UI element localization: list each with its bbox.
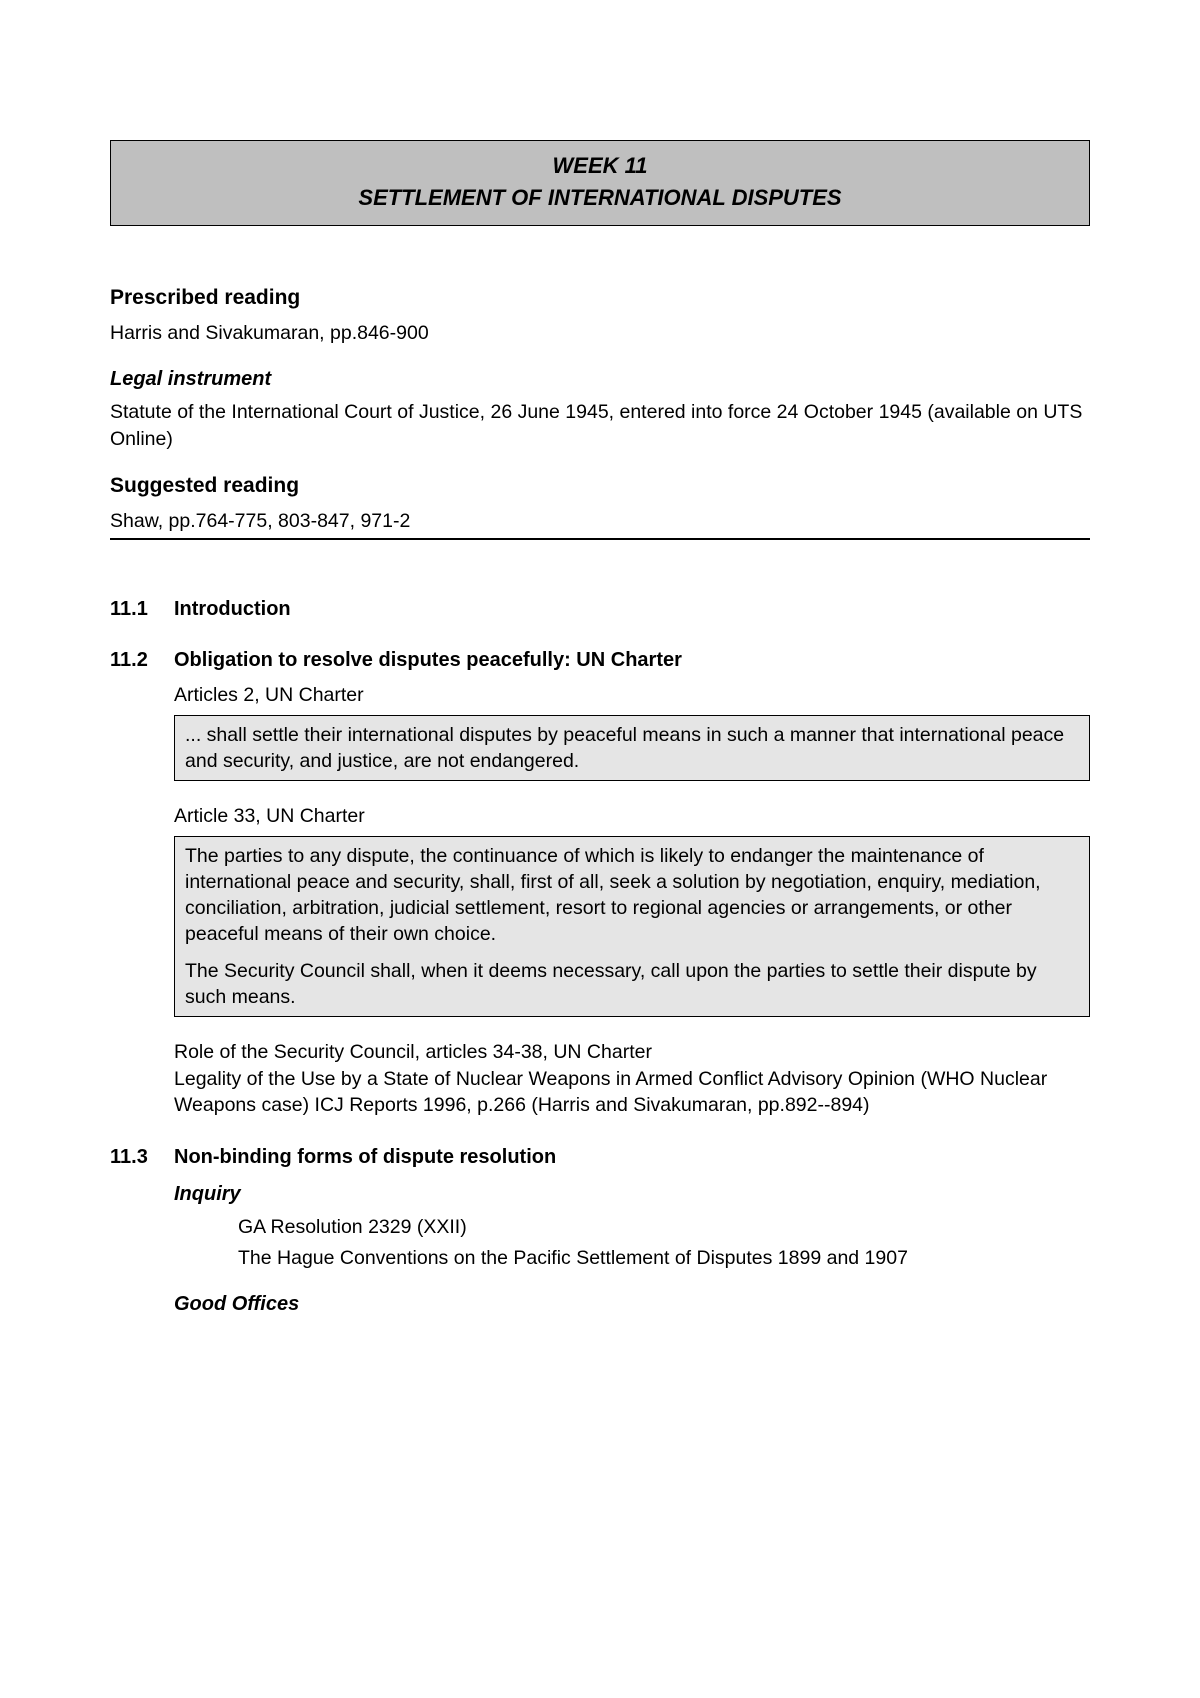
section-number: 11.2 xyxy=(110,649,174,672)
article-reference: Articles 2, UN Charter xyxy=(174,682,1090,708)
section-title: Non-binding forms of dispute resolution xyxy=(174,1146,556,1169)
legal-instrument-heading: Legal instrument xyxy=(110,368,1090,391)
section-title: Introduction xyxy=(174,598,291,621)
inquiry-line: GA Resolution 2329 (XXII) xyxy=(238,1214,1090,1240)
inquiry-heading: Inquiry xyxy=(174,1183,1090,1206)
prescribed-reading-heading: Prescribed reading xyxy=(110,286,1090,310)
document-header-box: WEEK 11 SETTLEMENT OF INTERNATIONAL DISP… xyxy=(110,140,1090,226)
legal-instrument-text: Statute of the International Court of Ju… xyxy=(110,399,1090,452)
section-divider xyxy=(110,538,1090,540)
header-week: WEEK 11 xyxy=(111,153,1089,179)
paragraph-line: Role of the Security Council, articles 3… xyxy=(174,1039,1090,1065)
inquiry-content: GA Resolution 2329 (XXII) The Hague Conv… xyxy=(238,1214,1090,1271)
quote-box: ... shall settle their international dis… xyxy=(174,715,1090,782)
paragraph-line: Legality of the Use by a State of Nuclea… xyxy=(174,1066,1090,1119)
header-title: SETTLEMENT OF INTERNATIONAL DISPUTES xyxy=(111,185,1089,211)
inquiry-line: The Hague Conventions on the Pacific Set… xyxy=(238,1245,1090,1271)
quote-text: The parties to any dispute, the continua… xyxy=(185,843,1079,948)
section-11-1: 11.1 Introduction xyxy=(110,598,1090,621)
paragraph-block: Role of the Security Council, articles 3… xyxy=(174,1039,1090,1118)
section-number: 11.1 xyxy=(110,598,174,621)
prescribed-reading-text: Harris and Sivakumaran, pp.846-900 xyxy=(110,320,1090,346)
section-11-2: 11.2 Obligation to resolve disputes peac… xyxy=(110,649,1090,672)
suggested-reading-heading: Suggested reading xyxy=(110,474,1090,498)
good-offices-heading: Good Offices xyxy=(174,1293,1090,1316)
section-11-3: 11.3 Non-binding forms of dispute resolu… xyxy=(110,1146,1090,1169)
quote-box: The parties to any dispute, the continua… xyxy=(174,836,1090,1018)
suggested-reading-text: Shaw, pp.764-775, 803-847, 971-2 xyxy=(110,508,1090,534)
section-title: Obligation to resolve disputes peacefull… xyxy=(174,649,682,672)
article-reference: Article 33, UN Charter xyxy=(174,803,1090,829)
section-11-2-content: Articles 2, UN Charter ... shall settle … xyxy=(174,682,1090,1118)
quote-text: The Security Council shall, when it deem… xyxy=(185,958,1079,1011)
section-number: 11.3 xyxy=(110,1146,174,1169)
quote-text: ... shall settle their international dis… xyxy=(185,722,1079,775)
